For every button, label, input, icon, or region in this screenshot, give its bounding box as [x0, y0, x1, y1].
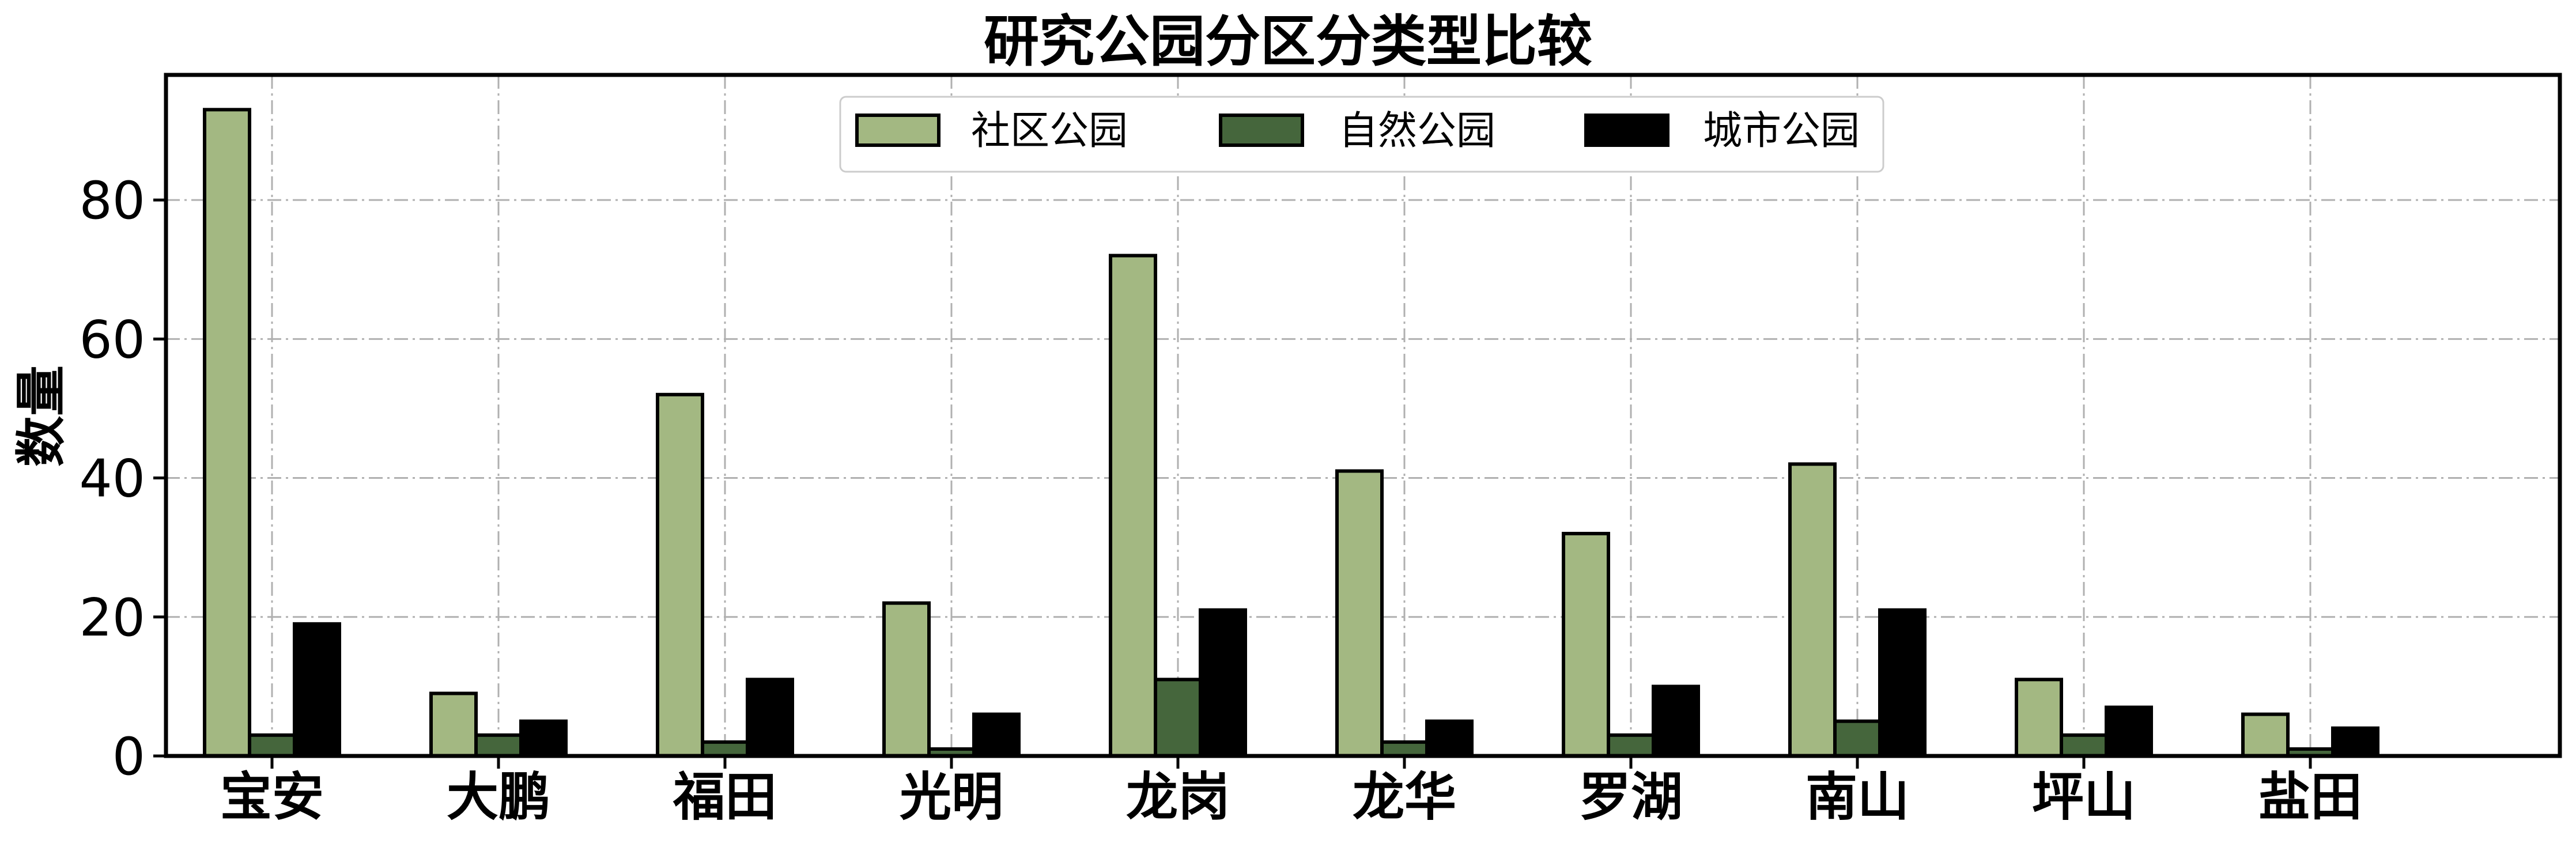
bar-city-park: [1200, 610, 1245, 756]
bar-city-park: [2106, 708, 2151, 756]
legend-swatch-community-park: [857, 115, 939, 145]
bar-city-park: [1653, 686, 1698, 756]
bar-city-park: [2333, 728, 2378, 756]
chart-title: 研究公园分区分类型比较: [984, 9, 1592, 74]
legend-label-community-park: 社区公园: [971, 108, 1128, 154]
x-tick-label: 龙岗: [1126, 767, 1230, 827]
x-tick-label: 宝安: [220, 767, 324, 827]
x-tick-label: 盐田: [2258, 767, 2362, 827]
y-tick-label: 0: [112, 727, 145, 787]
x-tick-label: 大鹏: [447, 767, 550, 827]
bar-city-park: [974, 714, 1019, 756]
bar-community-park: [1111, 256, 1155, 756]
bar-community-park: [2243, 714, 2288, 756]
bar-natural-park: [1155, 679, 1200, 756]
bar-community-park: [205, 109, 250, 756]
bars-layer: [205, 109, 2378, 756]
y-tick-label: 20: [79, 588, 145, 648]
bar-natural-park: [1835, 721, 1880, 756]
y-axis-label: 数量: [12, 365, 71, 467]
bar-city-park: [294, 624, 339, 756]
bar-natural-park: [1382, 742, 1427, 756]
legend-label-city-park: 城市公园: [1703, 108, 1860, 154]
bar-city-park: [1880, 610, 1925, 756]
bar-natural-park: [702, 742, 747, 756]
bar-community-park: [1790, 464, 1835, 756]
bar-community-park: [658, 395, 702, 756]
bar-natural-park: [2061, 735, 2106, 756]
legend-swatch-natural-park: [1221, 115, 1302, 145]
x-tick-label: 坪山: [2032, 767, 2136, 827]
x-axis: 宝安 大鹏 福田 光明 龙岗 龙华 罗湖 南山 坪山 盐田: [220, 756, 2362, 827]
legend-label-natural-park: 自然公园: [1339, 108, 1495, 154]
bar-natural-park: [476, 735, 521, 756]
x-tick-label: 南山: [1806, 767, 1909, 827]
bar-city-park: [521, 721, 566, 756]
bar-city-park: [747, 679, 792, 756]
legend: 社区公园 自然公园 城市公园: [840, 97, 1883, 172]
x-tick-label: 光明: [900, 767, 1003, 827]
x-tick-label: 龙华: [1353, 767, 1456, 827]
y-tick-label: 80: [79, 171, 145, 231]
x-tick-label: 罗湖: [1579, 767, 1683, 827]
bar-natural-park: [250, 735, 294, 756]
bar-community-park: [1563, 534, 1608, 756]
bar-community-park: [884, 603, 929, 756]
y-axis: 0 20 40 60 80: [79, 171, 166, 787]
y-tick-label: 60: [79, 309, 145, 370]
bar-natural-park: [1608, 735, 1653, 756]
bar-city-park: [1427, 721, 1472, 756]
bar-community-park: [431, 693, 476, 756]
y-tick-label: 40: [79, 449, 145, 509]
x-tick-label: 福田: [673, 767, 777, 827]
bar-community-park: [1337, 471, 1382, 756]
bar-community-park: [2016, 679, 2061, 756]
legend-swatch-city-park: [1586, 115, 1668, 145]
